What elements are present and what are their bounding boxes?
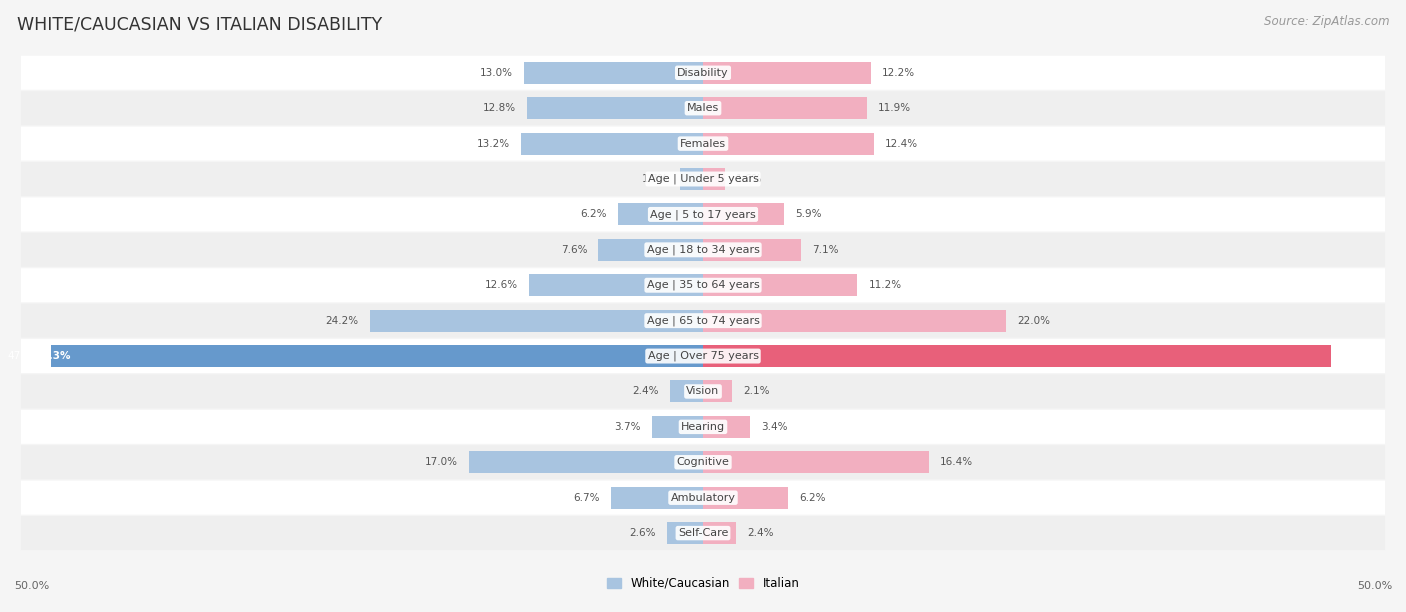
Text: 5.9%: 5.9% <box>796 209 823 220</box>
Bar <box>703 416 749 438</box>
Text: Age | Over 75 years: Age | Over 75 years <box>648 351 758 361</box>
Text: Disability: Disability <box>678 68 728 78</box>
Text: 13.2%: 13.2% <box>477 138 510 149</box>
Bar <box>679 168 703 190</box>
Bar <box>703 522 737 544</box>
Text: 13.0%: 13.0% <box>479 68 513 78</box>
Bar <box>610 487 703 509</box>
Text: 2.4%: 2.4% <box>633 386 659 397</box>
FancyBboxPatch shape <box>21 339 1385 373</box>
Bar <box>703 451 929 473</box>
Text: 3.4%: 3.4% <box>761 422 787 432</box>
Text: 24.2%: 24.2% <box>325 316 359 326</box>
Text: Age | 5 to 17 years: Age | 5 to 17 years <box>650 209 756 220</box>
FancyBboxPatch shape <box>21 198 1385 231</box>
Bar <box>599 239 703 261</box>
Bar <box>703 239 801 261</box>
Text: Self-Care: Self-Care <box>678 528 728 538</box>
Bar <box>652 416 703 438</box>
Bar <box>703 97 868 119</box>
Text: 50.0%: 50.0% <box>1357 581 1392 591</box>
Bar <box>668 522 703 544</box>
FancyBboxPatch shape <box>21 304 1385 338</box>
Text: Age | Under 5 years: Age | Under 5 years <box>648 174 758 184</box>
FancyBboxPatch shape <box>21 162 1385 196</box>
Bar <box>703 487 789 509</box>
Text: Age | 18 to 34 years: Age | 18 to 34 years <box>647 245 759 255</box>
Bar <box>370 310 703 332</box>
Bar <box>522 133 703 155</box>
Bar <box>617 203 703 225</box>
Bar <box>703 62 872 84</box>
Text: 3.7%: 3.7% <box>614 422 641 432</box>
FancyBboxPatch shape <box>21 56 1385 90</box>
Text: 1.6%: 1.6% <box>737 174 762 184</box>
Bar <box>527 97 703 119</box>
Text: 2.6%: 2.6% <box>630 528 657 538</box>
Text: 17.0%: 17.0% <box>425 457 458 468</box>
Bar <box>468 451 703 473</box>
Text: 11.9%: 11.9% <box>877 103 911 113</box>
Bar <box>703 168 725 190</box>
FancyBboxPatch shape <box>21 410 1385 444</box>
Text: 11.2%: 11.2% <box>869 280 901 290</box>
Bar <box>530 274 703 296</box>
Text: 12.4%: 12.4% <box>884 138 918 149</box>
Text: Cognitive: Cognitive <box>676 457 730 468</box>
Bar <box>703 310 1007 332</box>
Bar <box>703 203 785 225</box>
Bar <box>703 345 1331 367</box>
Text: 47.3%: 47.3% <box>35 351 72 361</box>
Text: 2.1%: 2.1% <box>742 386 769 397</box>
Text: Hearing: Hearing <box>681 422 725 432</box>
FancyBboxPatch shape <box>21 480 1385 515</box>
Text: 45.6%: 45.6% <box>1334 351 1371 361</box>
Bar <box>703 133 875 155</box>
Text: 22.0%: 22.0% <box>1017 316 1050 326</box>
Bar <box>51 345 703 367</box>
Text: Vision: Vision <box>686 386 720 397</box>
Bar <box>669 381 703 403</box>
Text: 12.6%: 12.6% <box>485 280 519 290</box>
Bar <box>524 62 703 84</box>
Text: 47.3%: 47.3% <box>7 351 41 361</box>
Legend: White/Caucasian, Italian: White/Caucasian, Italian <box>602 572 804 594</box>
Text: 6.7%: 6.7% <box>574 493 599 502</box>
Bar <box>703 274 858 296</box>
Text: 7.6%: 7.6% <box>561 245 588 255</box>
Text: 7.1%: 7.1% <box>811 245 838 255</box>
FancyBboxPatch shape <box>21 127 1385 160</box>
Text: Males: Males <box>688 103 718 113</box>
FancyBboxPatch shape <box>21 375 1385 408</box>
Text: 6.2%: 6.2% <box>581 209 606 220</box>
Text: 6.2%: 6.2% <box>800 493 825 502</box>
Text: 12.8%: 12.8% <box>482 103 516 113</box>
Text: 45.6%: 45.6% <box>1343 351 1375 361</box>
Text: 12.2%: 12.2% <box>882 68 915 78</box>
Text: Ambulatory: Ambulatory <box>671 493 735 502</box>
Text: Females: Females <box>681 138 725 149</box>
Text: WHITE/CAUCASIAN VS ITALIAN DISABILITY: WHITE/CAUCASIAN VS ITALIAN DISABILITY <box>17 15 382 33</box>
FancyBboxPatch shape <box>21 91 1385 125</box>
FancyBboxPatch shape <box>21 233 1385 267</box>
Bar <box>703 381 733 403</box>
Text: Source: ZipAtlas.com: Source: ZipAtlas.com <box>1264 15 1389 28</box>
Text: Age | 35 to 64 years: Age | 35 to 64 years <box>647 280 759 291</box>
Text: Age | 65 to 74 years: Age | 65 to 74 years <box>647 315 759 326</box>
Text: 50.0%: 50.0% <box>14 581 49 591</box>
Text: 16.4%: 16.4% <box>941 457 973 468</box>
FancyBboxPatch shape <box>21 516 1385 550</box>
Text: 1.7%: 1.7% <box>643 174 669 184</box>
Text: 2.4%: 2.4% <box>747 528 773 538</box>
FancyBboxPatch shape <box>21 446 1385 479</box>
FancyBboxPatch shape <box>21 268 1385 302</box>
